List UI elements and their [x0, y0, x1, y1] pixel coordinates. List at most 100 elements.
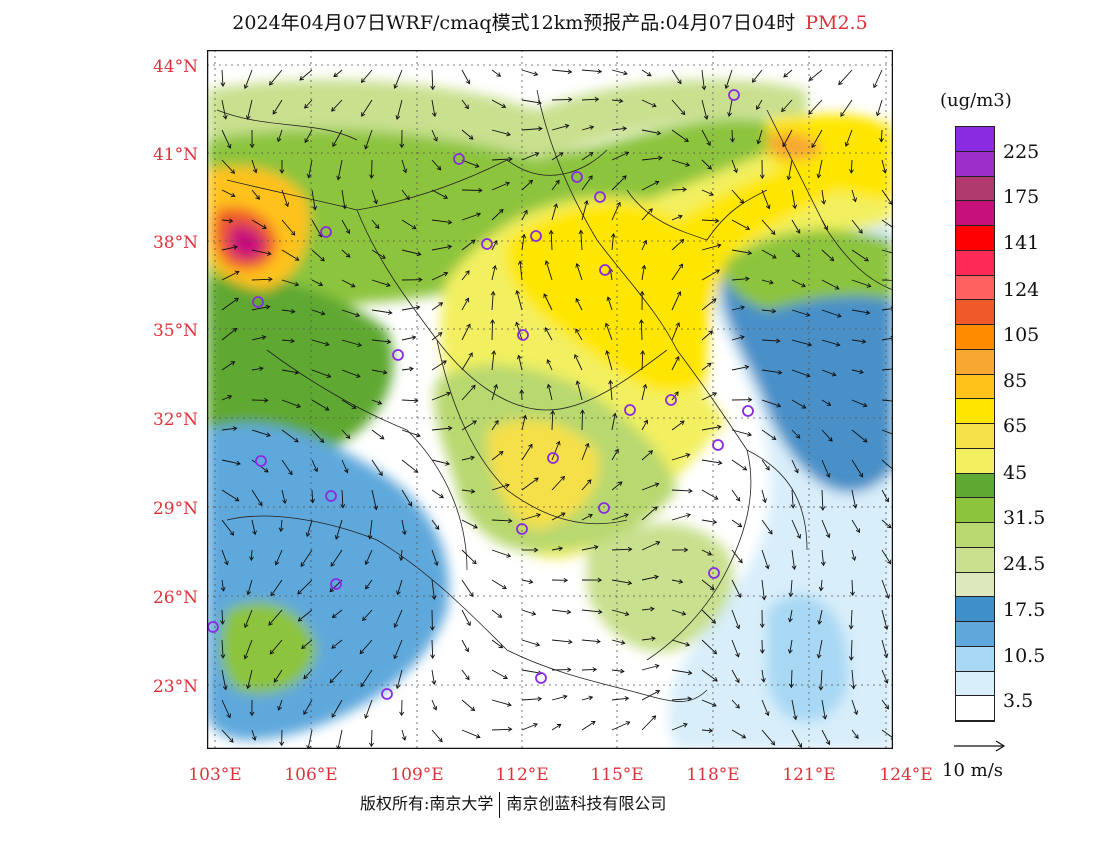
wind-arrow-head [727, 112, 732, 117]
wind-arrow-head [320, 310, 326, 316]
wind-arrow-head [234, 297, 239, 303]
wind-arrow-shaft [251, 306, 270, 311]
wind-arrow-shaft [311, 309, 325, 315]
wind-arrow-head [866, 283, 872, 288]
lat-label-26: 26°N [152, 588, 198, 608]
wind-arrow-shaft [251, 278, 272, 281]
wind-arrow-head [331, 644, 336, 649]
wind-arrow-shaft [731, 459, 747, 471]
legend-unit: (ug/m3) [940, 90, 1012, 111]
wind-arrow-head [537, 696, 543, 702]
wind-arrow-head [466, 323, 471, 329]
wind-arrow-shaft [221, 159, 235, 174]
wind-arrow-shaft [221, 489, 240, 502]
wind-arrow-shaft [881, 489, 889, 502]
wind-arrow-head [627, 580, 633, 586]
wind-arrow-shaft [671, 356, 680, 371]
wind-arrow-head [531, 611, 537, 616]
wind-arrow-head [297, 617, 303, 622]
wind-arrow-shaft [881, 249, 893, 254]
wind-arrow-head [786, 175, 792, 181]
wind-arrow-shaft [782, 129, 793, 147]
legend-color-swatch [956, 572, 994, 598]
wind-arrow-head [771, 308, 777, 314]
wind-arrow-shaft [761, 549, 769, 569]
wind-arrow-shaft [401, 249, 421, 255]
wind-arrow-shaft [300, 549, 313, 567]
wind-arrow-shaft [851, 459, 863, 478]
lon-label-106: 106°E [284, 765, 338, 785]
wind-arrow-shaft [431, 519, 440, 530]
wind-arrow-head [616, 201, 621, 207]
wind-arrow-shaft [876, 99, 883, 116]
wind-arrow-head [236, 460, 241, 466]
wind-arrow-shaft [791, 519, 801, 539]
wind-arrow-shaft [331, 639, 343, 649]
wind-arrow-head [333, 72, 339, 78]
wind-arrow-shaft [551, 124, 569, 131]
wind-arrow-shaft [701, 298, 717, 311]
wind-arrow-head [324, 341, 330, 347]
wind-arrow-head [258, 501, 263, 507]
wind-arrow-head [782, 142, 787, 148]
wind-arrow-head [807, 341, 813, 347]
wind-arrow-shaft [641, 69, 652, 77]
wind-arrow-head [836, 313, 842, 318]
wind-arrow-shaft [881, 219, 893, 229]
wind-arrow-head [474, 163, 480, 168]
wind-arrow-shaft [641, 483, 659, 491]
wind-arrow-shaft [281, 459, 293, 475]
wind-arrow-shaft [611, 579, 632, 584]
footer-right: 南京创蓝科技有限公司 [506, 794, 667, 813]
wind-arrow-head [369, 174, 375, 179]
wind-arrow-shaft [641, 665, 659, 671]
wind-arrow-head [575, 380, 581, 386]
wind-arrow-shaft [491, 519, 512, 522]
legend-color-swatch [956, 176, 994, 202]
lat-label-44: 44°N [152, 57, 198, 77]
wind-arrow-shaft [641, 208, 653, 221]
wind-arrow-head [792, 204, 798, 210]
wind-arrow-head [588, 152, 594, 157]
wind-arrow-shaft [701, 330, 713, 341]
wind-arrow-head [862, 438, 868, 443]
wind-arrow-head [642, 383, 648, 389]
wind-arrow-head [744, 364, 750, 370]
wind-arrow-shaft [821, 369, 836, 376]
wind-arrow-shaft [461, 456, 475, 461]
wind-arrow-shaft [731, 699, 740, 709]
wind-arrow-shaft [491, 639, 503, 649]
wind-arrow-head [387, 310, 393, 315]
wind-arrow-head [717, 460, 723, 466]
wind-arrow-shaft [551, 512, 566, 521]
wind-arrow-shaft [731, 489, 741, 502]
wind-arrow-shaft [761, 339, 780, 342]
wind-arrow-shaft [851, 309, 870, 314]
wind-arrow-shaft [851, 729, 859, 739]
wind-arrow-shaft [671, 188, 687, 191]
city-marker [530, 230, 542, 242]
wind-arrow-head [263, 468, 269, 473]
wind-arrow-shaft [221, 669, 227, 690]
wind-arrow-shaft [461, 579, 474, 597]
wind-arrow-head [533, 71, 539, 77]
wind-arrow-head [741, 734, 747, 739]
wind-arrow-head [794, 468, 799, 474]
wind-arrow-head [251, 736, 257, 741]
wind-arrow-shaft [611, 202, 621, 221]
wind-arrow-shaft [731, 429, 752, 436]
wind-arrow-shaft [701, 362, 712, 371]
wind-arrow-shaft [731, 189, 744, 204]
wind-arrow-head [675, 356, 680, 361]
wind-arrow-shaft [491, 579, 507, 589]
wind-arrow-head [548, 229, 554, 235]
wind-arrow-head [594, 96, 600, 102]
legend-label: 65 [1003, 415, 1028, 437]
wind-arrow-head [355, 312, 361, 318]
wind-arrow-head [825, 533, 831, 539]
wind-arrow-shaft [431, 332, 443, 341]
lat-label-29: 29°N [152, 499, 198, 519]
title-main: 2024年04月07日WRF/cmaq模式12km预报产品:04月07日04时 [232, 12, 796, 34]
wind-arrow-head [709, 191, 714, 196]
wind-arrow-shaft [491, 484, 510, 491]
